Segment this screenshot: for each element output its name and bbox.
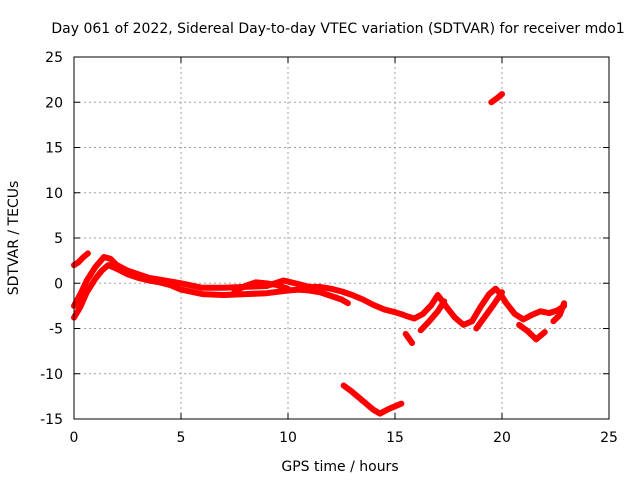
y-tick-label: 10 [45,186,63,202]
y-tick-label: 25 [45,50,63,66]
series-late-branch-c [516,321,548,343]
x-axis-label: GPS time / hours [281,459,398,475]
x-tick-label: 20 [493,430,511,446]
y-tick-label: -5 [49,322,63,338]
series-late-branch-a [417,298,448,334]
chart-title: Day 061 of 2022, Sidereal Day-to-day VTE… [51,21,624,37]
y-tick-label: 0 [54,276,63,292]
series-main-track-upper [71,254,407,318]
axis-ticks [73,56,610,420]
series-main-track-lower [71,262,351,321]
x-tick-label: 0 [70,430,79,446]
y-tick-label: -10 [40,367,63,383]
x-tick-label: 10 [279,430,297,446]
x-tick-label: 25 [600,430,618,446]
series-mid-hump [231,279,291,295]
series-valley-segment [340,382,405,417]
y-tick-label: 5 [54,231,63,247]
y-axis-label: SDTVAR / TECUs [6,181,22,296]
series-late-wave [402,285,568,328]
series-early-arc-start [71,250,91,269]
series-group [71,91,568,417]
series-late-branch-b [473,289,505,332]
series-drop-segment [402,330,416,346]
series-late-branch-d [550,300,568,325]
x-tick-label: 15 [386,430,404,446]
y-tick-label: 15 [45,141,63,157]
series-high-segment [488,91,505,106]
tick-labels: 0 5 10 15 20 25 -15 -10 -5 0 5 10 15 20 25 [40,50,618,446]
y-tick-label: -15 [40,412,63,428]
x-tick-label: 5 [177,430,186,446]
y-tick-label: 20 [45,95,63,111]
